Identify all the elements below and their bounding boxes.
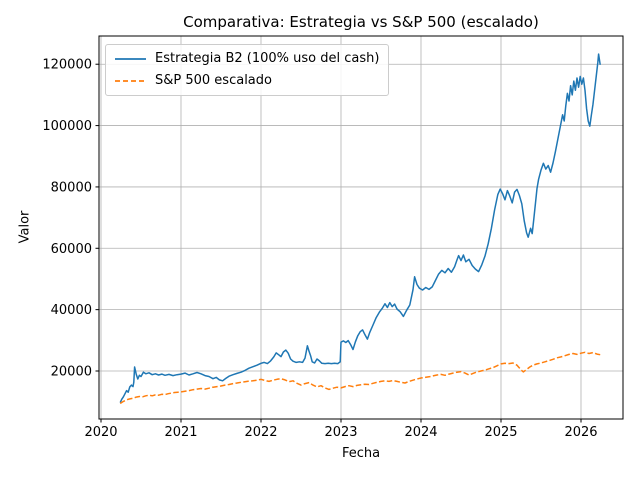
y-tick-label-100000: 100000 xyxy=(42,119,92,134)
legend-item-sp500: S&P 500 escalado xyxy=(114,71,379,90)
y-tick-label-40000: 40000 xyxy=(51,303,92,318)
axes-spines xyxy=(98,35,624,420)
x-tick-label-2022: 2022 xyxy=(244,425,277,440)
x-tick-label-2025: 2025 xyxy=(484,425,517,440)
y-axis-label: Valor xyxy=(17,210,33,244)
x-tick-label-2021: 2021 xyxy=(164,425,197,440)
x-tick-label-2023: 2023 xyxy=(324,425,357,440)
legend-dashed-line-sample xyxy=(115,79,146,82)
series-lines xyxy=(119,53,601,405)
x-axis-label: Fecha xyxy=(341,446,381,461)
chart-title: Comparativa: Estrategia vs S&P 500 (esca… xyxy=(183,13,539,31)
x-tick-label-2024: 2024 xyxy=(404,425,437,440)
legend-item-estrategia: Estrategia B2 (100% uso del cash) xyxy=(114,49,379,68)
y-tick-label-120000: 120000 xyxy=(42,58,92,73)
y-tick-label-60000: 60000 xyxy=(51,242,92,257)
y-tick-label-20000: 20000 xyxy=(51,364,92,379)
legend-label: Estrategia B2 (100% uso del cash) xyxy=(155,51,380,66)
x-tick-label-2020: 2020 xyxy=(84,425,117,440)
legend: Estrategia B2 (100% uso del cash) S&P 50… xyxy=(105,44,390,96)
x-tick-label-2026: 2026 xyxy=(564,425,597,440)
series-line-1 xyxy=(119,351,601,405)
y-tick-label-80000: 80000 xyxy=(51,180,92,195)
axis-ticks: 2020 2021 2022 2023 2024 2025 2026 20000 40000 60… xyxy=(42,58,597,440)
legend-label: S&P 500 escalado xyxy=(155,73,272,88)
legend-solid-line-sample xyxy=(115,57,146,60)
series-line-0 xyxy=(119,53,601,403)
plot-border xyxy=(98,35,624,420)
